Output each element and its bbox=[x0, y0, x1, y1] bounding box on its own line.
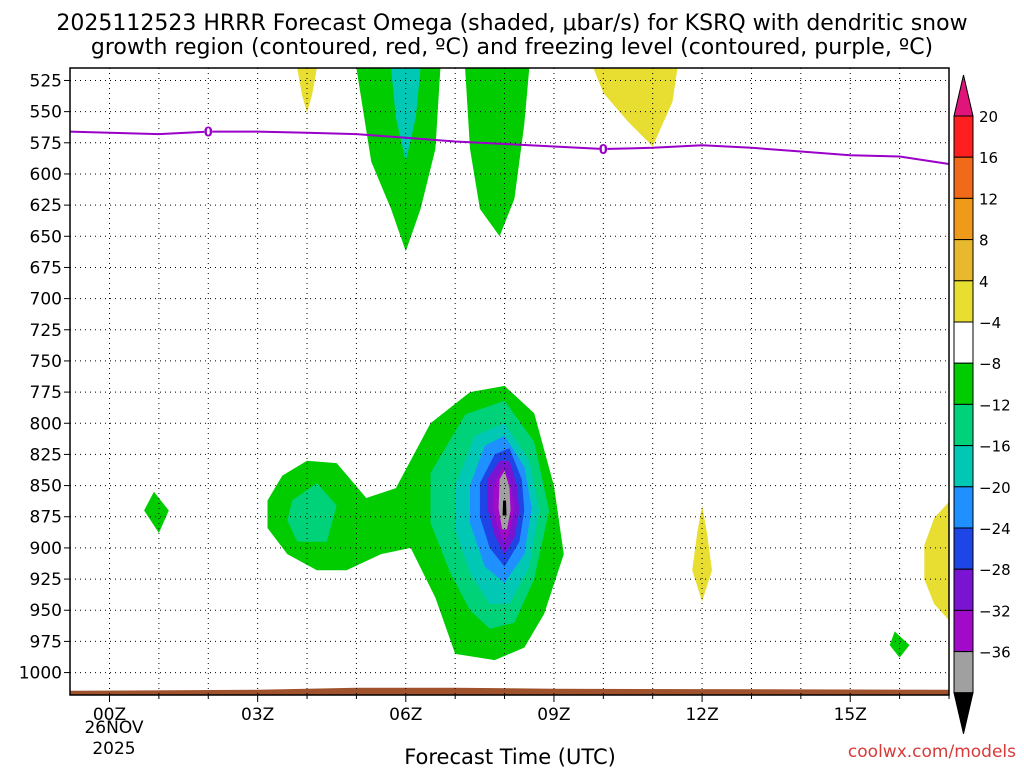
date-label-day: 26NOV bbox=[84, 718, 143, 738]
colorbar-swatch-4 bbox=[953, 280, 974, 323]
omega-region-5 bbox=[465, 68, 530, 237]
chart-title-line1: 2025112523 HRRR Forecast Omega (shaded, … bbox=[56, 11, 967, 36]
y-tick-label-575: 575 bbox=[30, 134, 62, 154]
y-tick-label-550: 550 bbox=[30, 103, 62, 123]
y-tick-label-975: 975 bbox=[30, 632, 62, 652]
colorbar-level-5: −4 bbox=[979, 314, 1001, 332]
omega-region-10 bbox=[287, 483, 337, 542]
colorbar-level-2: 12 bbox=[979, 190, 998, 208]
y-tick-label-775: 775 bbox=[30, 383, 62, 403]
colorbar-level-8: −16 bbox=[979, 438, 1011, 456]
omega-region-8 bbox=[889, 631, 910, 658]
colorbar-bottom-arrow bbox=[953, 692, 974, 734]
x-tick-label-03Z: 03Z bbox=[241, 705, 274, 725]
colorbar-swatch-11 bbox=[953, 568, 974, 611]
surface-ground bbox=[70, 687, 949, 695]
colorbar-swatch-8 bbox=[953, 445, 974, 488]
date-label-year: 2025 bbox=[92, 739, 135, 759]
y-tick-label-825: 825 bbox=[30, 445, 62, 465]
y-tick-label-950: 950 bbox=[30, 601, 62, 621]
colorbar: 20 16 12 8 4 −4 −8 −12 −16 −20 −24 −28 −32 −36 bbox=[953, 74, 1011, 734]
omega-region-3 bbox=[924, 501, 949, 621]
colorbar-swatch-12 bbox=[953, 609, 974, 653]
y-tick-label-675: 675 bbox=[30, 258, 62, 278]
colorbar-level-3: 8 bbox=[979, 232, 989, 250]
colorbar-swatch-10 bbox=[953, 527, 974, 570]
colorbar-level-9: −20 bbox=[979, 479, 1011, 497]
y-tick-label-1000: 1000 bbox=[19, 664, 62, 684]
x-tick-label-15Z: 15Z bbox=[834, 705, 867, 725]
axes: 525 550 575 600 625 650 675 700 725 750 775 800 825 8… bbox=[19, 67, 950, 725]
y-tick-label-525: 525 bbox=[30, 71, 62, 91]
omega-region-4 bbox=[356, 68, 441, 252]
y-tick-label-600: 600 bbox=[30, 165, 62, 185]
colorbar-level-11: −28 bbox=[979, 561, 1011, 579]
plot-area bbox=[70, 68, 949, 695]
colorbar-swatch-9 bbox=[953, 486, 974, 529]
x-tick-label-12Z: 12Z bbox=[685, 705, 718, 725]
plot-frame bbox=[69, 67, 950, 696]
credit-text: coolwx.com/models bbox=[848, 742, 1016, 762]
y-tick-label-925: 925 bbox=[30, 570, 62, 590]
y-tick-label-750: 750 bbox=[30, 352, 62, 372]
colorbar-level-4: 4 bbox=[979, 273, 989, 291]
colorbar-level-0: 20 bbox=[979, 108, 998, 126]
omega-region-17 bbox=[498, 470, 511, 530]
y-tick-label-650: 650 bbox=[30, 227, 62, 247]
y-tick-label-850: 850 bbox=[30, 477, 62, 497]
y-tick-label-900: 900 bbox=[30, 539, 62, 559]
colorbar-swatch-5 bbox=[953, 321, 974, 364]
y-tick-label-700: 700 bbox=[30, 290, 62, 310]
y-tick-label-725: 725 bbox=[30, 321, 62, 341]
colorbar-swatch-2 bbox=[953, 197, 974, 241]
colorbar-level-6: −8 bbox=[979, 355, 1001, 373]
x-tick-label-09Z: 09Z bbox=[537, 705, 570, 725]
x-tick-label-00Z: 00Z bbox=[93, 705, 126, 725]
omega-region-1 bbox=[593, 68, 678, 147]
y-tick-label-800: 800 bbox=[30, 414, 62, 434]
omega-region-0 bbox=[297, 68, 317, 113]
x-axis-title: Forecast Time (UTC) bbox=[404, 745, 616, 768]
colorbar-level-7: −12 bbox=[979, 396, 1011, 414]
colorbar-swatch-1 bbox=[953, 156, 974, 199]
colorbar-top-arrow bbox=[953, 74, 974, 117]
freezing-label-bg-1 bbox=[599, 143, 608, 156]
colorbar-swatch-13 bbox=[953, 651, 974, 694]
colorbar-swatch-3 bbox=[953, 239, 974, 282]
y-tick-label-625: 625 bbox=[30, 196, 62, 216]
chart-title-line2: growth region (contoured, red, ºC) and f… bbox=[91, 35, 933, 60]
colorbar-swatch-6 bbox=[953, 362, 974, 405]
freezing-level-label-1: 0 bbox=[599, 143, 608, 158]
colorbar-swatch-7 bbox=[953, 403, 974, 447]
colorbar-level-13: −36 bbox=[979, 644, 1011, 662]
colorbar-level-10: −24 bbox=[979, 520, 1011, 538]
freezing-level-label-0: 0 bbox=[204, 126, 213, 141]
colorbar-level-1: 16 bbox=[979, 149, 998, 167]
omega-region-6 bbox=[391, 68, 421, 162]
colorbar-swatch-0 bbox=[953, 115, 974, 158]
omega-region-7 bbox=[144, 491, 169, 533]
y-tick-label-875: 875 bbox=[30, 508, 62, 528]
x-tick-label-06Z: 06Z bbox=[389, 705, 422, 725]
freezing-label-bg-0 bbox=[204, 125, 213, 138]
freezing-level-contour: 00 bbox=[69, 125, 950, 165]
colorbar-level-12: −32 bbox=[979, 602, 1011, 620]
